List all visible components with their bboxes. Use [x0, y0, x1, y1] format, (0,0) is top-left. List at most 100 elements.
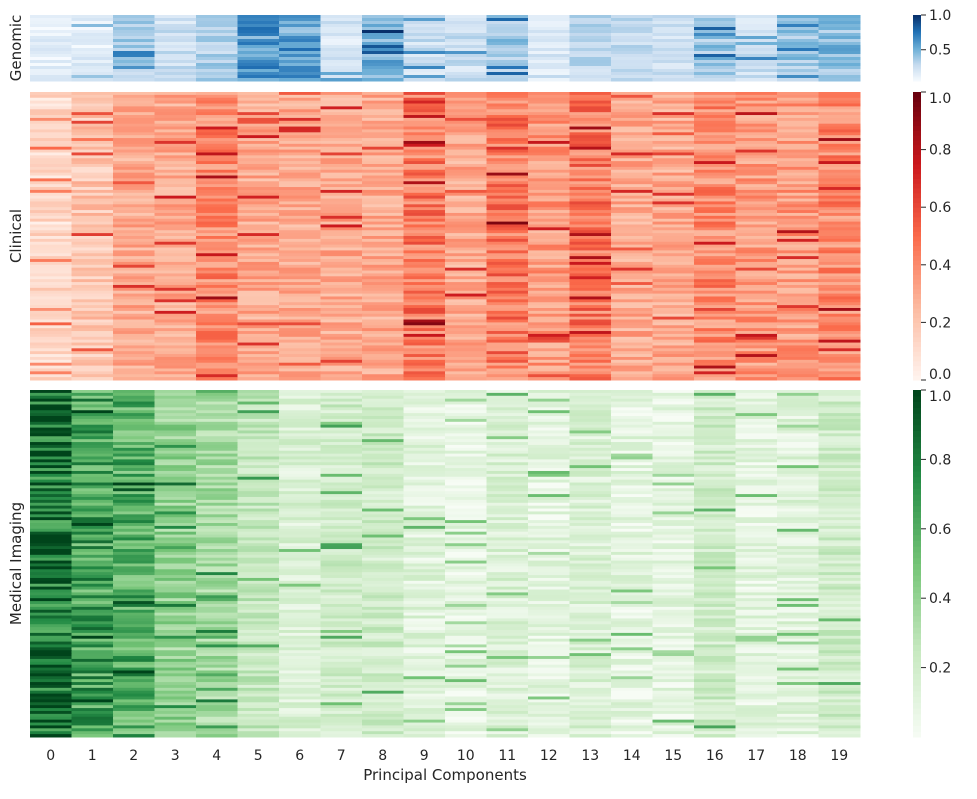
heatmap-cell [777, 124, 819, 127]
heatmap-cell [155, 248, 197, 251]
heatmap-cell [819, 21, 861, 25]
heatmap-cell [113, 144, 155, 147]
heatmap-cell [362, 659, 404, 662]
heatmap-cell [155, 665, 197, 668]
heatmap-cell [404, 688, 446, 691]
heatmap-cell [487, 39, 529, 43]
heatmap-cell [238, 523, 280, 526]
heatmap-cell [611, 374, 653, 377]
heatmap-cell [570, 230, 612, 233]
heatmap-cell [279, 650, 321, 653]
heatmap-cell [72, 422, 114, 425]
heatmap-cell [196, 144, 238, 147]
heatmap-cell [736, 170, 778, 173]
heatmap-cell [445, 95, 487, 98]
heatmap-cell [445, 173, 487, 176]
heatmap-cell [404, 78, 446, 82]
heatmap-cell [653, 474, 695, 477]
heatmap-cell [611, 537, 653, 540]
heatmap-cell [404, 104, 446, 107]
heatmap-cell [736, 549, 778, 552]
heatmap-cell [694, 51, 736, 55]
heatmap-cell [196, 610, 238, 613]
heatmap-cell [777, 688, 819, 691]
heatmap-cell [694, 584, 736, 587]
heatmap-cell [487, 520, 529, 523]
heatmap-cell [404, 18, 446, 22]
heatmap-cell [528, 216, 570, 219]
heatmap-cell [72, 720, 114, 723]
heatmap-cell [72, 219, 114, 222]
heatmap-cell [528, 213, 570, 216]
heatmap-cell [321, 506, 363, 509]
heatmap-cell [279, 236, 321, 239]
heatmap-cell [653, 483, 695, 486]
heatmap-cell [238, 164, 280, 167]
heatmap-cell [238, 465, 280, 468]
heatmap-cell [736, 485, 778, 488]
heatmap-cell [155, 340, 197, 343]
heatmap-cell [570, 199, 612, 202]
heatmap-cell [238, 428, 280, 431]
heatmap-cell [404, 57, 446, 61]
heatmap-cell [736, 138, 778, 141]
heatmap-cell [819, 442, 861, 445]
heatmap-cell [694, 27, 736, 31]
heatmap-cell [819, 201, 861, 204]
heatmap-cell [113, 299, 155, 302]
heatmap-cell [528, 668, 570, 671]
heatmap-cell [570, 595, 612, 598]
heatmap-cell [113, 494, 155, 497]
heatmap-cell [362, 410, 404, 413]
heatmap-cell [445, 374, 487, 377]
heatmap-cell [445, 184, 487, 187]
heatmap-cell [196, 308, 238, 311]
heatmap-cell [238, 416, 280, 419]
heatmap-cell [694, 337, 736, 340]
heatmap-cell [445, 57, 487, 61]
heatmap-cell [155, 314, 197, 317]
heatmap-cell [736, 106, 778, 109]
heatmap-cell [445, 483, 487, 486]
heatmap-cell [321, 368, 363, 371]
heatmap-cell [279, 711, 321, 714]
heatmap-cell [404, 445, 446, 448]
heatmap-cell [155, 682, 197, 685]
heatmap-cell [528, 371, 570, 374]
heatmap-cell [528, 532, 570, 535]
heatmap-cell [72, 239, 114, 242]
heatmap-cell [736, 647, 778, 650]
heatmap-cell [238, 308, 280, 311]
heatmap-cell [72, 242, 114, 245]
heatmap-cell [72, 92, 114, 95]
heatmap-cell [528, 592, 570, 595]
colorbar-segment [913, 92, 921, 97]
heatmap-cell [487, 410, 529, 413]
heatmap-cell [777, 604, 819, 607]
heatmap-cell [445, 216, 487, 219]
heatmap-cell [445, 366, 487, 369]
heatmap-cell [155, 572, 197, 575]
heatmap-cell [279, 396, 321, 399]
heatmap-cell [736, 360, 778, 363]
heatmap-cell [570, 523, 612, 526]
heatmap-cell [279, 587, 321, 590]
heatmap-cell [113, 36, 155, 40]
heatmap-cell [404, 109, 446, 112]
heatmap-cell [321, 138, 363, 141]
heatmap-cell [528, 204, 570, 207]
heatmap-cell [736, 462, 778, 465]
heatmap-cell [72, 322, 114, 325]
heatmap-cell [196, 337, 238, 340]
heatmap-cell [30, 248, 72, 251]
heatmap-cell [528, 552, 570, 555]
heatmap-cell [321, 150, 363, 153]
heatmap-cell [445, 436, 487, 439]
heatmap-cell [72, 471, 114, 474]
heatmap-cell [487, 607, 529, 610]
heatmap-cell [404, 636, 446, 639]
heatmap-cell [777, 584, 819, 587]
heatmap-cell [736, 451, 778, 454]
heatmap-cell [196, 430, 238, 433]
